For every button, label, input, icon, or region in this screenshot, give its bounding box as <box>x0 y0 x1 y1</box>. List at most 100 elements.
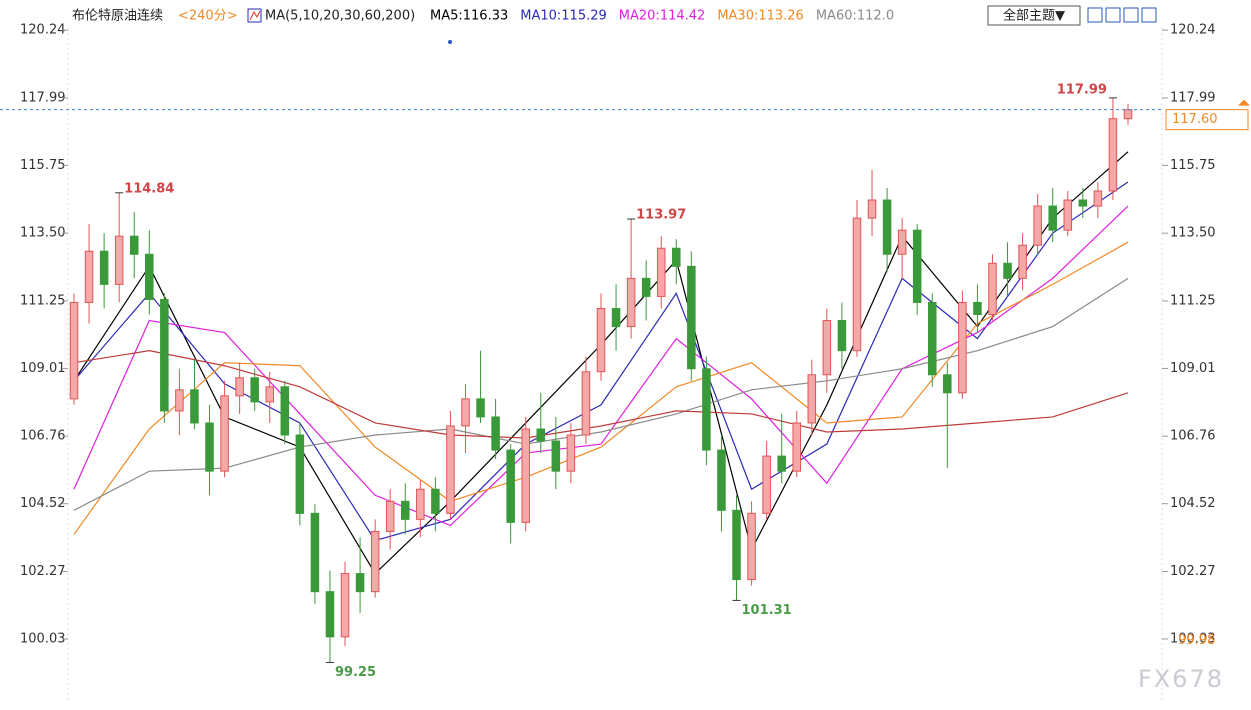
candle-body <box>837 320 847 352</box>
last-price-label: 117.60 <box>1172 112 1218 127</box>
annotation-label: 99.25 <box>335 665 376 680</box>
candle-body <box>400 500 410 520</box>
y-tick-label: 106.76 <box>20 429 66 444</box>
y-tick-label: 113.50 <box>1170 226 1216 241</box>
candle-body <box>506 449 515 523</box>
ma-line <box>73 241 1129 535</box>
y-tick-label: 113.50 <box>20 226 66 241</box>
low-line-label: 99.98 <box>1178 633 1215 648</box>
candle-body <box>205 422 214 472</box>
y-tick-label: 100.03 <box>1170 631 1216 646</box>
tool-button[interactable] <box>1123 7 1139 23</box>
y-tick-label: 109.01 <box>20 361 66 376</box>
legend-entry: MA20:114.42 <box>619 9 706 24</box>
candle-body <box>747 512 756 581</box>
candle-body <box>175 389 184 412</box>
candle-body <box>596 307 606 373</box>
subtitle: <240分> <box>178 9 238 24</box>
candle-body <box>566 434 576 472</box>
y-tick-label: 115.75 <box>1170 158 1216 173</box>
candle-body <box>69 301 79 400</box>
ma-line <box>73 350 1129 439</box>
annotation-label: 117.99 <box>1057 82 1107 97</box>
candle-body <box>84 250 94 303</box>
candle-body <box>1078 199 1088 207</box>
legend-entry: MA10:115.29 <box>520 9 607 24</box>
candle-body <box>416 488 425 520</box>
y-tick-label: 104.52 <box>20 496 66 511</box>
candle-body <box>1018 244 1027 279</box>
y-tick-label: 102.27 <box>20 564 66 579</box>
y-tick-label: 115.75 <box>20 158 66 173</box>
candle-body <box>476 398 485 418</box>
candle-body <box>626 277 636 328</box>
candle-body <box>310 512 320 593</box>
last-price-box <box>1165 109 1249 131</box>
candle-body <box>280 386 290 436</box>
tool-button[interactable] <box>1141 7 1157 23</box>
candle-body <box>114 235 124 285</box>
candle-body <box>1093 190 1103 207</box>
annotation-label: 101.31 <box>742 603 792 618</box>
candle-body <box>1033 205 1042 246</box>
candle-body <box>295 434 305 514</box>
candle-body <box>491 416 500 451</box>
candle-body <box>943 374 952 394</box>
candle-body <box>536 428 546 442</box>
tool-button[interactable] <box>1087 7 1103 23</box>
ma-line <box>73 181 1129 542</box>
candle-body <box>656 247 666 297</box>
indicator-icon <box>247 8 262 23</box>
theme-button-label[interactable]: 全部主题▼ <box>1003 8 1065 24</box>
candle-body <box>973 301 982 316</box>
candle-body <box>250 377 259 403</box>
candle-body <box>461 398 470 427</box>
candle-body <box>190 389 199 424</box>
y-tick-label: 117.99 <box>1170 90 1216 105</box>
watermark: FX678 <box>1138 665 1224 693</box>
y-tick-label: 117.99 <box>20 90 66 105</box>
candle-body <box>235 377 244 397</box>
theme-button[interactable] <box>987 5 1081 26</box>
candle-body <box>1003 262 1012 279</box>
candle-body <box>732 509 741 581</box>
candle-body <box>762 455 771 514</box>
indicator-icon <box>249 10 261 21</box>
legend-entry: MA60:112.0 <box>816 9 894 24</box>
y-tick-label: 111.25 <box>20 293 66 308</box>
candle-body <box>927 301 937 376</box>
ma-line <box>73 205 1129 527</box>
y-tick-label: 104.52 <box>1170 496 1216 511</box>
candle-body <box>1108 118 1118 192</box>
candle-body <box>611 307 621 328</box>
y-tick-label: 120.24 <box>1170 23 1216 38</box>
candle-body <box>325 591 335 638</box>
candle-body <box>1048 205 1057 231</box>
candle-body <box>385 500 395 532</box>
candle-body <box>882 199 892 255</box>
candle-body <box>777 455 786 472</box>
legend: MA5:116.33 MA10:115.29 MA20:114.42 MA30:113… <box>430 9 894 24</box>
candle-body <box>958 301 967 394</box>
candle-body <box>521 428 530 523</box>
candle-body <box>912 229 922 303</box>
marker-dot <box>448 40 452 44</box>
candle-body <box>1063 199 1073 231</box>
candle-body <box>641 277 651 297</box>
candle-body <box>702 368 711 451</box>
annotation-label: 113.97 <box>636 208 686 223</box>
y-tick-label: 109.01 <box>1170 361 1216 376</box>
last-price-arrow <box>1238 99 1250 106</box>
tool-button[interactable] <box>1105 7 1121 23</box>
annotation-label: 114.84 <box>124 181 174 196</box>
candle-body <box>867 199 877 219</box>
indicator-label: MA(5,10,20,30,60,200) <box>265 9 415 24</box>
candle-body <box>551 440 561 472</box>
y-tick-label: 100.03 <box>20 631 66 646</box>
candle-body <box>792 422 802 472</box>
candle-body <box>431 488 440 514</box>
toolbar <box>1087 7 1157 23</box>
candle-body <box>220 395 229 472</box>
candle-body <box>897 229 907 255</box>
